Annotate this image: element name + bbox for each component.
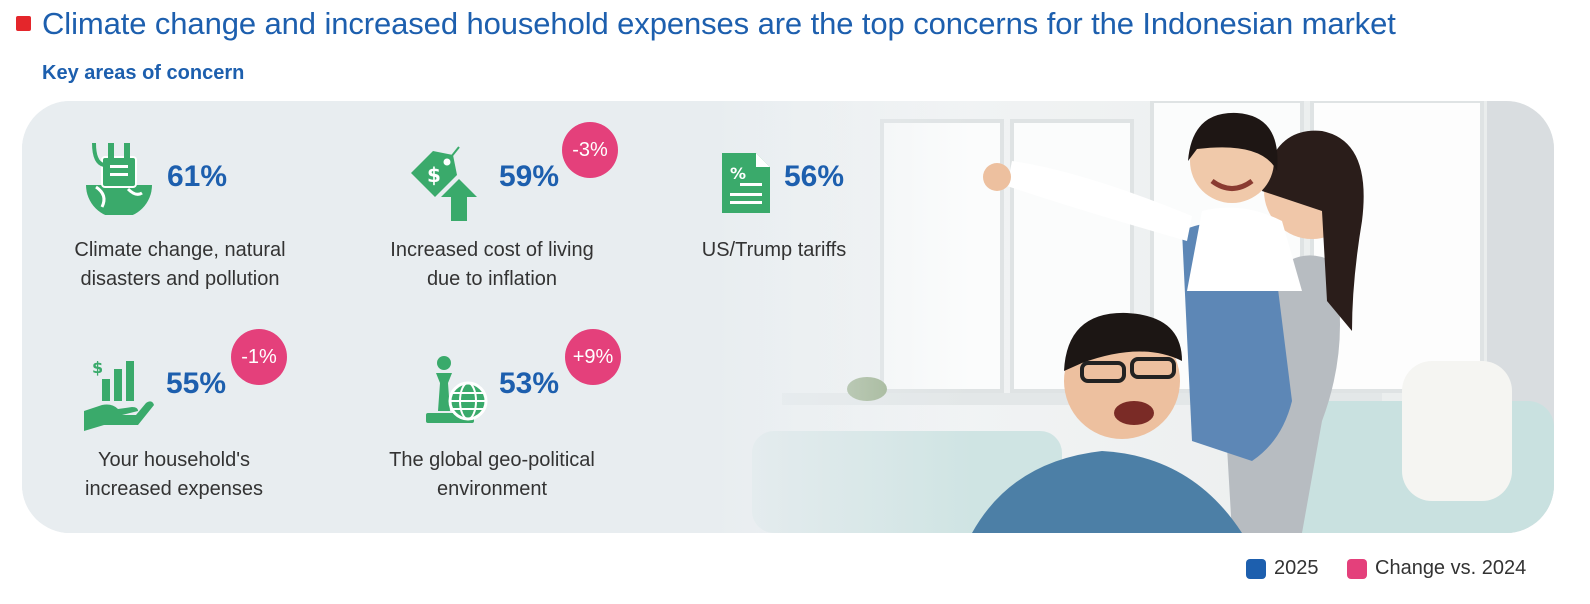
concern-label: Climate change, natural disasters and po… <box>42 236 318 294</box>
concern-label-line: Climate change, natural <box>74 239 286 261</box>
legend-swatch <box>1347 558 1367 579</box>
legend-change: Change vs. 2024 <box>1347 557 1526 580</box>
concern-value: 56% <box>784 160 845 193</box>
concern-label-line: Your household's <box>97 449 251 471</box>
svg-text:$: $ <box>92 358 103 377</box>
concern-label-line: US/Trump tariffs <box>701 239 847 261</box>
concern-label-line: due to inflation <box>426 268 558 290</box>
concerns-panel: 61% Climate change, natural disasters an… <box>22 101 1554 533</box>
concern-value: 59% <box>499 160 560 193</box>
chess-globe-icon <box>426 356 488 423</box>
percent-document-icon: % <box>722 153 770 213</box>
change-badge: -3% <box>562 122 618 178</box>
legend-2025: 2025 <box>1246 557 1319 580</box>
svg-text:%: % <box>730 164 746 183</box>
legend-label: Change vs. 2024 <box>1375 557 1527 579</box>
svg-text:$: $ <box>427 163 441 187</box>
concern-label: Your household's increased expenses <box>42 446 306 504</box>
concern-label: Increased cost of living due to inflatio… <box>364 236 620 294</box>
concern-label-line: The global geo-political <box>389 449 595 471</box>
price-tag-up-arrow-icon: $ <box>411 146 477 221</box>
family-photo <box>22 101 1554 533</box>
page-subtitle: Key areas of concern <box>42 62 245 84</box>
page-title: Climate change and increased household e… <box>42 6 1396 41</box>
hand-money-chart-icon: $ <box>84 358 154 431</box>
concern-value: 61% <box>167 160 228 193</box>
legend-swatch <box>1246 558 1266 579</box>
concern-label: The global geo-political environment <box>366 446 618 504</box>
concern-label-line: Increased cost of living <box>390 239 594 261</box>
globe-factory-icon <box>86 142 152 215</box>
concern-value: 53% <box>499 367 560 400</box>
concern-label-line: environment <box>436 478 548 500</box>
concern-value: 55% <box>166 367 227 400</box>
change-badge: +9% <box>565 329 621 385</box>
concern-label: US/Trump tariffs <box>684 236 864 265</box>
change-badge: -1% <box>231 329 287 385</box>
legend-label: 2025 <box>1274 557 1319 579</box>
concern-label-line: increased expenses <box>85 478 263 500</box>
title-marker <box>16 16 31 31</box>
concern-label-line: disasters and pollution <box>80 268 280 290</box>
